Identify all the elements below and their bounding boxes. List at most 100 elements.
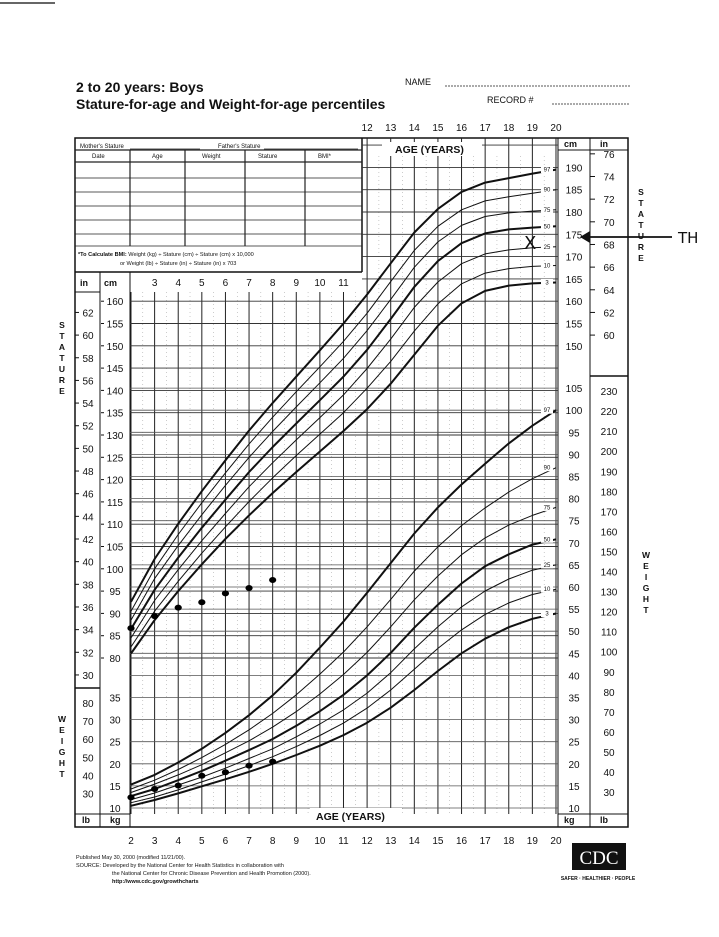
stature-curve-p50 — [130, 225, 557, 630]
age-tick-top: 13 — [385, 123, 397, 134]
weight-kg-tick-right: 60 — [568, 583, 580, 594]
age-tick-bottom: 12 — [362, 836, 374, 847]
age-tick-mid-bg — [217, 278, 234, 288]
measured-points — [127, 576, 277, 801]
age-tick-bottom: 3 — [152, 836, 158, 847]
age-tick-bottom: 6 — [223, 836, 229, 847]
col-bmi: BMI* — [318, 154, 332, 160]
weight-kg-tick-left: 25 — [109, 738, 121, 749]
weight-axis-title-left: T — [59, 769, 65, 779]
left-lb-unit: lb — [82, 815, 91, 825]
chart-grid — [130, 138, 558, 814]
stature-axis-title-right: A — [638, 209, 644, 219]
stature-cm-tick-right: 175 — [566, 230, 583, 241]
weight-lb-tick-right: 220 — [601, 407, 618, 418]
weight-lb-tick-right: 190 — [601, 467, 618, 478]
published-note: Published May 30, 2000 (modified 11/21/0… — [76, 855, 186, 861]
age-tick-bottom: 15 — [432, 836, 444, 847]
weight-percentile-label: 50 — [544, 537, 551, 543]
weight-percentile-label-bg — [541, 535, 553, 543]
weight-percentile-label-bg — [541, 610, 553, 618]
stature-axis-title-right: U — [638, 231, 644, 241]
age-tick-mid: 6 — [223, 278, 229, 289]
chart-frame — [74, 137, 629, 828]
stature-in-tick-left: 30 — [82, 671, 94, 682]
mothers-stature-label: Mother's Stature — [80, 144, 124, 150]
weight-curve-p50 — [130, 538, 557, 798]
stature-data-point — [151, 613, 159, 620]
weight-percentile-label: 10 — [544, 587, 551, 593]
arrow-head-icon — [580, 231, 590, 243]
stature-cm-tick-left: 95 — [109, 587, 121, 598]
age-tick-bottom: 16 — [456, 836, 468, 847]
weight-lb-tick-right: 80 — [603, 688, 615, 699]
weight-lb-tick-right: 170 — [601, 507, 618, 518]
age-tick-mid: 11 — [338, 278, 349, 289]
weight-percentile-label-bg — [541, 464, 553, 472]
source-line-2: the National Center for Chronic Disease … — [112, 871, 311, 877]
age-tick-mid-bg — [288, 278, 305, 288]
age-tick-bottom: 13 — [385, 836, 397, 847]
weight-data-point — [198, 772, 206, 779]
stature-in-tick-left: 62 — [82, 308, 94, 319]
weight-kg-tick-right: 65 — [568, 561, 580, 572]
stature-percentile-label: 10 — [544, 264, 551, 270]
age-title-bottom-bg — [310, 808, 402, 822]
age-tick-bottom: 8 — [270, 836, 276, 847]
right-lb-unit: lb — [600, 815, 609, 825]
weight-axis-title-left: W — [58, 714, 67, 724]
stature-percentile-label-bg — [541, 222, 553, 230]
name-label: NAME — [405, 77, 431, 87]
stature-curve-p25 — [130, 246, 557, 639]
stature-in-tick-left: 58 — [82, 354, 94, 365]
stature-axis-title-left: T — [59, 331, 65, 341]
weight-kg-tick-right: 10 — [568, 804, 580, 815]
stature-cm-tick-left: 85 — [109, 632, 121, 643]
weight-lb-tick-left: 80 — [82, 699, 94, 710]
weight-percentile-label: 90 — [544, 466, 551, 472]
bmi-note-line-1: *To Calculate BMI: Weight (kg) ÷ Stature… — [78, 252, 254, 258]
stature-in-tick-left: 40 — [82, 558, 94, 569]
weight-lb-tick-left: 50 — [82, 753, 94, 764]
age-tick-mid: 5 — [199, 278, 205, 289]
age-tick-top: 15 — [432, 123, 444, 134]
weight-kg-tick-left: 15 — [109, 782, 121, 793]
stature-in-tick-left: 50 — [82, 444, 94, 455]
weight-kg-tick-right: 35 — [568, 694, 580, 705]
title-line-2: Stature-for-age and Weight-for-age perce… — [76, 96, 386, 112]
stature-in-tick-left: 60 — [82, 331, 94, 342]
weight-kg-tick-right: 55 — [568, 605, 580, 616]
age-tick-bottom: 10 — [314, 836, 326, 847]
stature-axis-title-right: S — [638, 187, 644, 197]
table-grid — [75, 149, 362, 247]
age-tick-mid-bg — [170, 278, 187, 288]
stature-axis-title-left: S — [59, 320, 65, 330]
stature-axis-title-right: T — [638, 198, 644, 208]
stature-in-tick-left: 32 — [82, 648, 94, 659]
bmi-note-formula-1: Weight (kg) ÷ Stature (cm) ÷ Stature (cm… — [128, 252, 253, 258]
age-tick-bottom: 11 — [338, 836, 349, 847]
stature-percentile-label: 90 — [544, 188, 551, 194]
weight-kg-tick-right: 15 — [568, 782, 580, 793]
weight-data-point — [221, 769, 230, 776]
weight-percentile-label-bg — [541, 503, 553, 511]
age-tick-bottom: 14 — [409, 836, 421, 847]
weight-data-point — [174, 782, 182, 789]
stature-percentile-label-bg — [541, 278, 553, 286]
stature-data-point — [127, 625, 135, 632]
weight-kg-tick-right: 45 — [568, 649, 580, 660]
weight-kg-tick-right: 75 — [568, 517, 580, 528]
weight-lb-tick-right: 210 — [601, 427, 618, 438]
age-tick-top: 17 — [480, 123, 492, 134]
right-kg-unit: kg — [564, 815, 575, 825]
stature-cm-tick-right: 160 — [566, 297, 583, 308]
stature-in-tick-right: 68 — [603, 240, 615, 251]
weight-kg-tick-right: 90 — [568, 450, 580, 461]
weight-curve-p97 — [130, 409, 557, 786]
weight-axis-title-left: G — [59, 747, 66, 757]
source-url: http://www.cdc.gov/growthcharts — [112, 879, 199, 885]
stature-percentile-label: 97 — [544, 168, 551, 174]
weight-data-point — [127, 794, 135, 801]
weight-lb-tick-left: 40 — [82, 771, 94, 782]
